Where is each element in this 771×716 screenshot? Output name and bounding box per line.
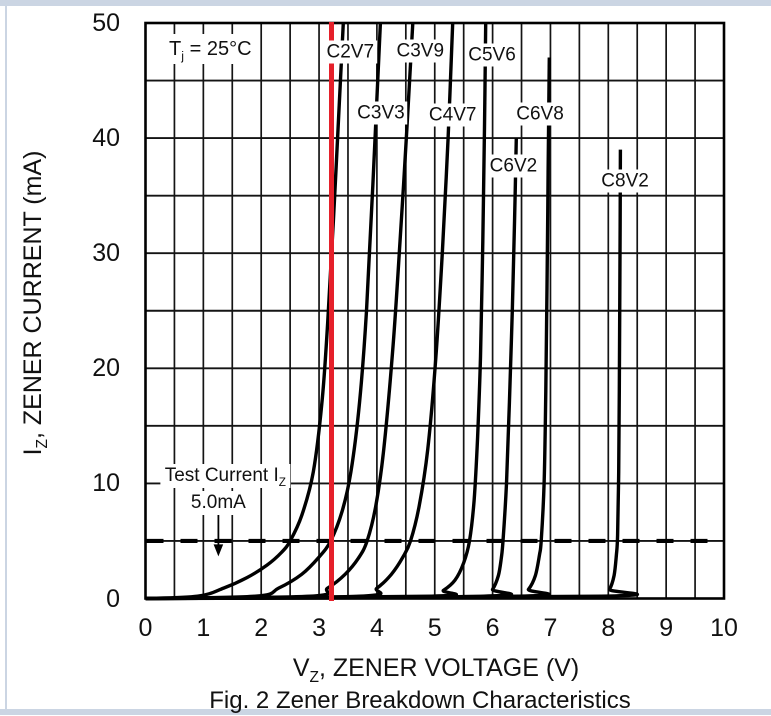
x-axis-title: VZ, ZENER VOLTAGE (V) bbox=[292, 652, 580, 686]
curve-c3v3 bbox=[145, 23, 383, 601]
page-frame-left bbox=[5, 6, 7, 709]
curve-label-c6v2: C6V2 bbox=[486, 154, 541, 178]
curves-group bbox=[145, 23, 639, 601]
test-note-sub: Z bbox=[278, 476, 286, 490]
temp-note-pre: T bbox=[169, 38, 182, 61]
temp-note-post: = 25°C bbox=[184, 38, 252, 61]
curve-label-c3v3: C3V3 bbox=[354, 101, 408, 125]
x-tick-6: 6 bbox=[485, 614, 500, 642]
curve-label-c5v6: C5V6 bbox=[465, 43, 519, 67]
curve-label-c2v7: C2V7 bbox=[323, 40, 378, 64]
y-title-pre: I bbox=[19, 448, 47, 456]
test-note-pre: Test Current I bbox=[164, 465, 279, 487]
x-tick-2: 2 bbox=[254, 614, 269, 642]
curve-c8v2 bbox=[145, 149, 639, 601]
y-title-post: , ZENER CURRENT (mA) bbox=[19, 150, 47, 440]
curve-c3v9 bbox=[145, 23, 415, 601]
test-current-annotation-line2: 5.0mA bbox=[186, 490, 250, 515]
y-tick-20: 20 bbox=[92, 354, 120, 383]
y-tick-30: 30 bbox=[92, 239, 120, 268]
curve-label-c4v7: C4V7 bbox=[425, 103, 480, 127]
curve-label-c6v8: C6V8 bbox=[513, 102, 567, 126]
test-current-annotation-line1: Test Current IZ bbox=[160, 464, 290, 490]
x-tick-0: 0 bbox=[138, 614, 153, 642]
temp-note-sub: j bbox=[181, 49, 185, 64]
y-title-sub: Z bbox=[34, 439, 51, 449]
x-tick-7: 7 bbox=[543, 614, 558, 642]
y-tick-40: 40 bbox=[92, 124, 120, 153]
page-frame-bottom bbox=[0, 709, 771, 715]
red-reference-line bbox=[328, 22, 334, 601]
x-tick-1: 1 bbox=[196, 614, 211, 642]
y-tick-50: 50 bbox=[92, 9, 120, 37]
temperature-annotation: Tj = 25°C bbox=[163, 34, 258, 65]
curve-c4v7 bbox=[145, 23, 455, 601]
x-tick-8: 8 bbox=[601, 614, 616, 642]
y-tick-10: 10 bbox=[92, 469, 120, 498]
curve-label-c8v2: C8V2 bbox=[598, 169, 652, 193]
y-tick-0: 0 bbox=[106, 584, 120, 613]
x-title-pre: V bbox=[292, 654, 310, 682]
figure-caption: Fig. 2 Zener Breakdown Characteristics bbox=[209, 687, 631, 714]
x-title-sub: Z bbox=[309, 669, 319, 686]
x-title-post: , ZENER VOLTAGE (V) bbox=[318, 654, 580, 682]
x-tick-3: 3 bbox=[312, 614, 326, 642]
x-tick-9: 9 bbox=[659, 614, 674, 642]
x-tick-10: 10 bbox=[710, 614, 738, 642]
y-axis-title: IZ, ZENER CURRENT (mA) bbox=[18, 150, 51, 456]
x-tick-5: 5 bbox=[427, 614, 442, 642]
x-tick-4: 4 bbox=[369, 614, 384, 642]
page-frame-top bbox=[0, 0, 771, 6]
test-current-arrow-head bbox=[213, 544, 224, 557]
curve-label-c3v9: C3V9 bbox=[393, 39, 448, 63]
